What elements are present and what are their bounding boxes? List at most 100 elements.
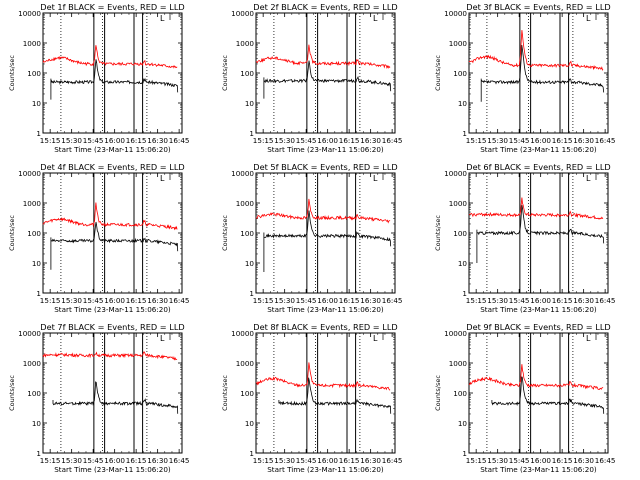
x-tick-label: 15:45 (296, 136, 317, 145)
x-tick-label: 16:30 (573, 136, 594, 145)
x-tick-label: 16:45 (382, 296, 403, 305)
x-tick-label: 16:00 (317, 296, 338, 305)
y-axis-label: Counts/sec (221, 215, 229, 251)
y-tick-label: 1 (249, 289, 254, 298)
y-tick-label: 100 (27, 389, 41, 398)
x-tick-label: 16:15 (126, 136, 147, 145)
plot-frame (255, 332, 396, 454)
y-axis-label: Counts/sec (8, 375, 16, 411)
events-series-line (480, 45, 605, 102)
plot-frame (468, 332, 609, 454)
x-tick-label: 15:45 (83, 136, 104, 145)
y-tick-label: 1000 (449, 39, 468, 48)
y-tick-label: 1 (36, 449, 41, 458)
y-tick-label: 100 (240, 229, 254, 238)
x-tick-label: 16:15 (339, 456, 360, 465)
corner-mark: L (373, 334, 378, 343)
y-tick-label: 1000 (23, 199, 42, 208)
x-axis-label: Start Time (23-Mar-11 15:06:20) (480, 145, 597, 154)
x-tick-label: 15:30 (61, 296, 82, 305)
x-tick-label: 15:30 (274, 296, 295, 305)
x-tick-label: 16:30 (360, 136, 381, 145)
lld-series-line (42, 202, 178, 231)
plot-frame (255, 12, 396, 134)
x-axis-label: Start Time (23-Mar-11 15:06:20) (480, 305, 597, 314)
y-tick-label: 1000 (449, 199, 468, 208)
y-tick-label: 10 (458, 259, 468, 268)
x-tick-label: 15:15 (253, 136, 274, 145)
x-tick-label: 16:00 (317, 136, 338, 145)
x-tick-label: 15:30 (487, 296, 508, 305)
y-tick-label: 100 (240, 69, 254, 78)
y-tick-label: 1000 (23, 359, 42, 368)
x-tick-label: 16:45 (169, 456, 190, 465)
x-tick-label: 16:15 (339, 136, 360, 145)
x-tick-label: 16:30 (573, 456, 594, 465)
corner-mark: L (373, 174, 378, 183)
x-tick-label: 16:45 (169, 136, 190, 145)
x-tick-label: 15:15 (253, 296, 274, 305)
x-tick-label: 15:15 (466, 296, 487, 305)
y-axis-label: Counts/sec (221, 55, 229, 91)
x-axis-label: Start Time (23-Mar-11 15:06:20) (54, 305, 171, 314)
x-tick-label: 16:30 (573, 296, 594, 305)
lld-series-line (42, 45, 178, 69)
y-tick-label: 10 (32, 99, 42, 108)
y-tick-label: 10000 (444, 9, 467, 18)
y-tick-label: 100 (27, 69, 41, 78)
x-tick-label: 15:45 (296, 296, 317, 305)
x-tick-label: 16:00 (530, 296, 551, 305)
y-tick-label: 100 (453, 229, 467, 238)
y-tick-label: 1 (36, 129, 41, 138)
x-tick-label: 15:30 (61, 136, 82, 145)
x-tick-label: 15:15 (40, 296, 61, 305)
events-series-line (50, 221, 179, 270)
y-axis-label: Counts/sec (434, 215, 442, 251)
lld-series-line (468, 30, 604, 71)
y-tick-label: 10000 (444, 169, 467, 178)
x-tick-label: 16:45 (382, 136, 403, 145)
x-tick-label: 16:00 (104, 296, 125, 305)
y-tick-label: 1 (249, 449, 254, 458)
x-axis-label: Start Time (23-Mar-11 15:06:20) (267, 465, 384, 474)
y-tick-label: 100 (27, 229, 41, 238)
y-tick-label: 1 (462, 129, 467, 138)
detector-panel-7: Det 7f BLACK = Events, RED = LLD Counts/s… (8, 322, 189, 474)
x-tick-label: 16:45 (169, 296, 190, 305)
x-tick-label: 16:30 (147, 136, 168, 145)
lld-series-line (255, 44, 391, 69)
x-tick-label: 15:15 (40, 136, 61, 145)
y-tick-label: 1 (36, 289, 41, 298)
x-axis-label: Start Time (23-Mar-11 15:06:20) (54, 145, 171, 154)
lld-series-line (42, 351, 178, 361)
y-tick-label: 1000 (236, 199, 255, 208)
panel-title: Det 2f BLACK = Events, RED = LLD (253, 2, 397, 12)
x-tick-label: 15:45 (509, 296, 530, 305)
x-tick-label: 16:15 (339, 296, 360, 305)
x-tick-label: 15:45 (509, 456, 530, 465)
events-series-line (50, 59, 179, 100)
panel-title: Det 1f BLACK = Events, RED = LLD (40, 2, 184, 12)
x-tick-label: 15:45 (83, 296, 104, 305)
x-tick-label: 16:15 (126, 456, 147, 465)
x-tick-label: 15:15 (466, 456, 487, 465)
plot-frame (42, 12, 183, 134)
x-tick-label: 15:30 (274, 456, 295, 465)
panel-title: Det 7f BLACK = Events, RED = LLD (40, 322, 184, 332)
y-tick-label: 10 (245, 259, 255, 268)
plot-frame (255, 172, 396, 294)
panel-title: Det 5f BLACK = Events, RED = LLD (253, 162, 397, 172)
x-tick-label: 16:00 (317, 456, 338, 465)
x-tick-label: 16:45 (595, 456, 616, 465)
x-axis-label: Start Time (23-Mar-11 15:06:20) (54, 465, 171, 474)
x-tick-label: 15:45 (83, 456, 104, 465)
x-tick-label: 16:00 (104, 456, 125, 465)
corner-mark: L (160, 14, 165, 23)
y-tick-label: 1 (249, 129, 254, 138)
x-tick-label: 15:30 (487, 136, 508, 145)
y-tick-label: 10000 (444, 329, 467, 338)
y-tick-label: 10000 (231, 9, 254, 18)
x-tick-label: 16:30 (360, 296, 381, 305)
y-tick-label: 10 (458, 419, 468, 428)
